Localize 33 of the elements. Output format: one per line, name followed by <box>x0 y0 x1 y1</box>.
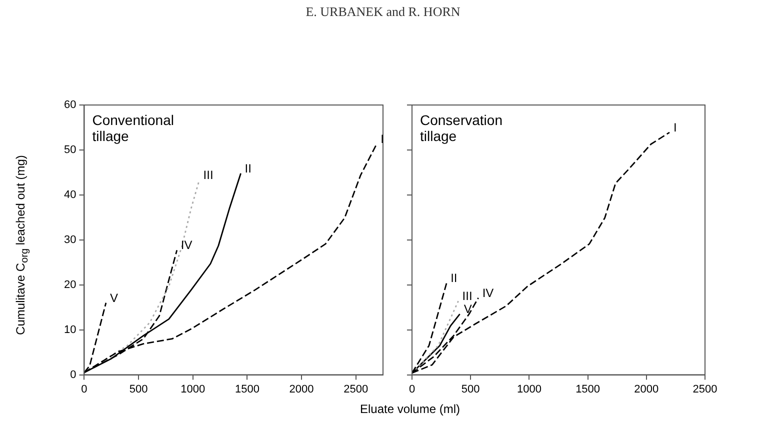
text: Conservation tillage <box>420 112 502 144</box>
x-tick-label: 500 <box>129 383 148 396</box>
y-tick-label: 10 <box>64 324 76 336</box>
x-tick-label: 2500 <box>692 383 718 396</box>
y-tick-label: 30 <box>64 234 76 246</box>
x-tick-label: 0 <box>408 383 416 396</box>
series-label: IV <box>482 286 494 300</box>
series-label: I <box>673 120 677 134</box>
series-label: III <box>462 289 472 304</box>
x-tick-label: 2000 <box>634 383 659 396</box>
y-tick-label: 40 <box>64 188 76 201</box>
x-tick-label: 2500 <box>344 383 368 396</box>
series-label: III <box>203 168 214 182</box>
x-axis-title: Eluate volume (ml) <box>358 402 462 416</box>
series-label: II <box>244 161 252 176</box>
text: Conventional tillage <box>92 112 174 144</box>
text: E. URBANEK and R. HORN <box>304 4 462 20</box>
x-tick-label: 500 <box>461 383 480 396</box>
series-label: V <box>110 290 118 305</box>
series-label: II <box>450 271 458 286</box>
x-tick-label: 1500 <box>576 383 600 396</box>
x-tick-label: 1000 <box>180 383 206 396</box>
series-label: I <box>380 132 384 146</box>
y-tick-label: 20 <box>64 278 76 291</box>
x-tick-label: 0 <box>81 383 88 396</box>
x-tick-label: 1500 <box>234 383 260 396</box>
y-tick-label: 0 <box>70 368 76 381</box>
y-tick-label: 50 <box>64 144 76 156</box>
y-tick-label: 60 <box>64 99 76 112</box>
x-tick-label: 2000 <box>289 383 314 396</box>
series-label: V <box>464 302 472 316</box>
x-tick-label: 1000 <box>516 383 542 396</box>
series-label: IV <box>180 238 192 252</box>
